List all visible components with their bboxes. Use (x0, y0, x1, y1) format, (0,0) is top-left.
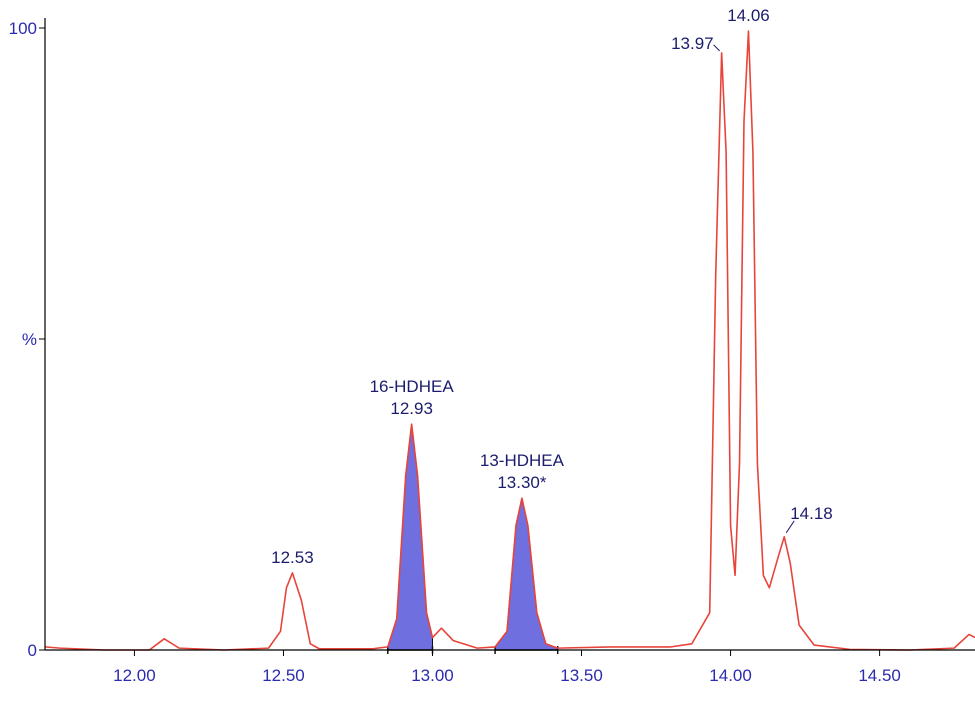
peak-label: 13.97 (671, 34, 714, 53)
peak-label: 14.18 (790, 504, 833, 523)
x-tick-label: 14.00 (709, 666, 752, 685)
leader (713, 44, 720, 52)
x-tick-label: 12.50 (262, 666, 305, 685)
leader (785, 520, 795, 534)
y-tick-label: % (22, 330, 37, 349)
peak-name: 16-HDHEA (370, 377, 455, 396)
peak-label: 13.30* (497, 473, 547, 492)
x-tick-label: 14.50 (858, 666, 901, 685)
shaded-peak (387, 424, 433, 651)
peak-label: 14.06 (727, 6, 770, 25)
y-tick-label: 100 (9, 19, 37, 38)
peak-label: 12.53 (271, 548, 314, 567)
peak-name: 13-HDHEA (480, 451, 565, 470)
x-tick-label: 13.00 (411, 666, 454, 685)
y-tick-label: 0 (28, 641, 37, 660)
x-tick-label: 13.50 (560, 666, 603, 685)
peak-label: 12.93 (390, 399, 433, 418)
trace (44, 30, 975, 651)
x-tick-label: 12.00 (113, 666, 156, 685)
